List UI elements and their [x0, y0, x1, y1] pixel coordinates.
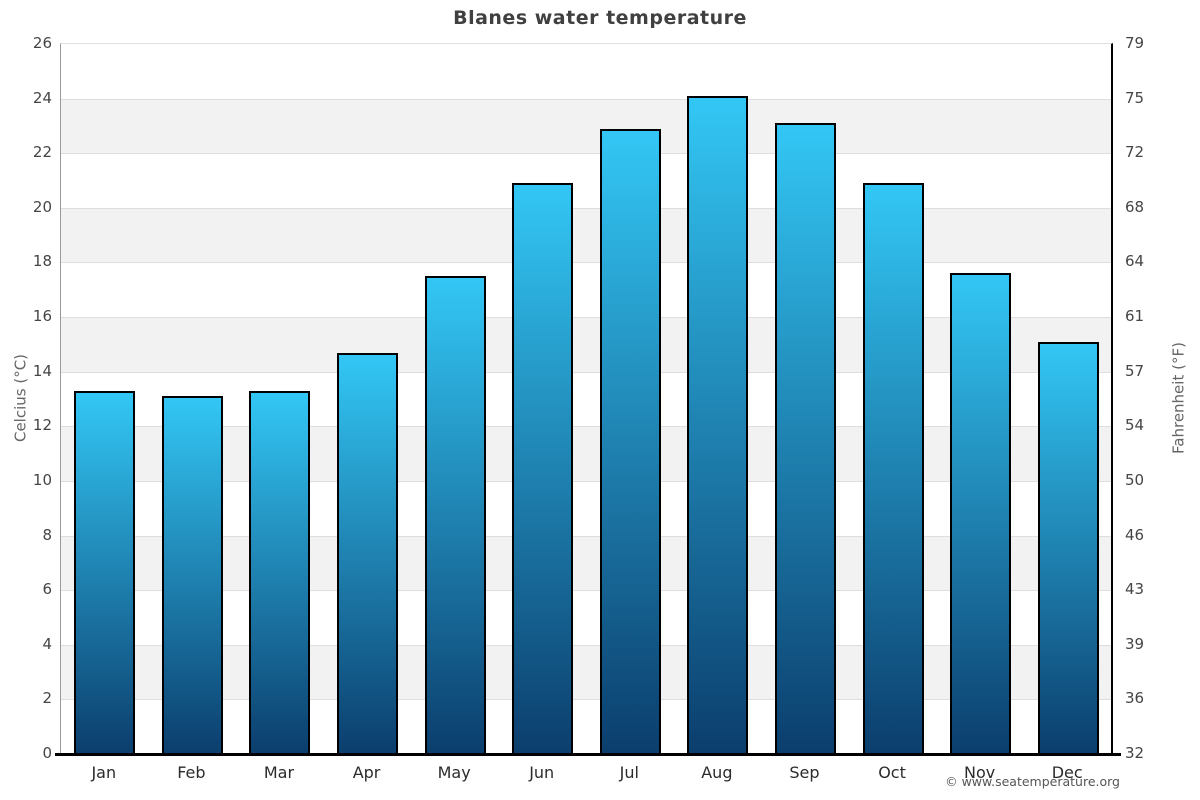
y-tick-celsius-4: 4: [42, 634, 52, 653]
bar-feb[interactable]: [161, 396, 223, 754]
x-tick-jun: Jun: [529, 763, 555, 782]
x-tick-may: May: [437, 763, 471, 782]
gridline-4c: [61, 644, 1111, 646]
gridline-24c: [61, 98, 1111, 100]
bar-jan[interactable]: [74, 390, 136, 754]
grid-band: [61, 426, 1111, 482]
y-tick-fahrenheit-54: 54: [1125, 416, 1145, 435]
gridline-14c: [61, 371, 1111, 373]
grid-band: [61, 371, 1111, 427]
y-tick-celsius-20: 20: [32, 197, 52, 216]
x-axis-line: [55, 753, 1121, 756]
gridline-20c: [61, 207, 1111, 209]
y-tick-celsius-18: 18: [32, 252, 52, 271]
y-tick-fahrenheit-46: 46: [1125, 525, 1145, 544]
x-tick-dec: Dec: [1051, 763, 1083, 782]
gridline-18c: [61, 262, 1111, 264]
gridline-22c: [61, 153, 1111, 155]
bar-dec[interactable]: [1037, 341, 1099, 754]
y-tick-fahrenheit-79: 79: [1125, 34, 1145, 52]
bar-nov[interactable]: [950, 273, 1012, 754]
y-tick-celsius-22: 22: [32, 143, 52, 162]
x-tick-jan: Jan: [91, 763, 117, 782]
y-tick-fahrenheit-72: 72: [1125, 143, 1145, 162]
bar-jun[interactable]: [512, 183, 574, 754]
y-tick-fahrenheit-50: 50: [1125, 470, 1145, 489]
y-tick-fahrenheit-75: 75: [1125, 88, 1145, 107]
y-tick-fahrenheit-64: 64: [1125, 252, 1145, 271]
y-tick-celsius-0: 0: [42, 744, 52, 762]
y-tick-fahrenheit-68: 68: [1125, 197, 1145, 216]
y-tick-celsius-24: 24: [32, 88, 52, 107]
y-tick-celsius-10: 10: [32, 470, 52, 489]
bar-mar[interactable]: [249, 390, 311, 754]
y-tick-celsius-6: 6: [42, 580, 52, 599]
y-tick-celsius-16: 16: [32, 307, 52, 326]
gridline-8c: [61, 535, 1111, 537]
grid-band: [61, 44, 1111, 100]
x-tick-mar: Mar: [263, 763, 295, 782]
y-tick-celsius-26: 26: [32, 34, 52, 52]
x-tick-jul: Jul: [619, 763, 639, 782]
gridline-12c: [61, 426, 1111, 428]
x-tick-sep: Sep: [789, 763, 820, 782]
y-tick-fahrenheit-32: 32: [1125, 744, 1145, 762]
grid-band: [61, 590, 1111, 646]
grid-band: [61, 535, 1111, 591]
x-tick-feb: Feb: [177, 763, 206, 782]
bar-sep[interactable]: [774, 123, 836, 754]
gridline-16c: [61, 317, 1111, 319]
bar-oct[interactable]: [862, 183, 924, 754]
bar-jul[interactable]: [599, 128, 661, 754]
y-axis-title-celsius: Celcius (°C): [11, 353, 30, 443]
grid-band: [61, 699, 1111, 755]
x-tick-oct: Oct: [878, 763, 906, 782]
grid-band: [61, 644, 1111, 700]
gridline-10c: [61, 480, 1111, 482]
grid-band: [61, 98, 1111, 154]
y-axis-title-fahrenheit: Fahrenheit (°F): [1169, 342, 1188, 454]
grid-band: [61, 317, 1111, 373]
y-tick-fahrenheit-39: 39: [1125, 634, 1145, 653]
grid-band: [61, 207, 1111, 263]
grid-band: [61, 480, 1111, 537]
grid-band: [61, 153, 1111, 209]
x-tick-nov: Nov: [964, 763, 996, 782]
y-tick-celsius-2: 2: [42, 689, 52, 708]
y-tick-fahrenheit-57: 57: [1125, 361, 1145, 380]
y-tick-fahrenheit-36: 36: [1125, 689, 1145, 708]
y-tick-celsius-12: 12: [32, 416, 52, 435]
bar-aug[interactable]: [687, 95, 749, 754]
chart-title: Blanes water temperature: [453, 7, 747, 29]
bar-apr[interactable]: [337, 352, 399, 754]
plot-area: [60, 43, 1113, 755]
y-tick-fahrenheit-61: 61: [1125, 307, 1145, 326]
y-tick-fahrenheit-43: 43: [1125, 580, 1145, 599]
bar-may[interactable]: [424, 276, 486, 754]
x-tick-aug: Aug: [701, 763, 733, 782]
watermark-credit: © www.seatemperature.org: [945, 774, 1120, 789]
gridline-2c: [61, 699, 1111, 701]
x-tick-apr: Apr: [352, 763, 381, 782]
grid-band: [61, 262, 1111, 318]
y-tick-celsius-14: 14: [32, 361, 52, 380]
gridline-6c: [61, 590, 1111, 592]
y-tick-celsius-8: 8: [42, 525, 52, 544]
